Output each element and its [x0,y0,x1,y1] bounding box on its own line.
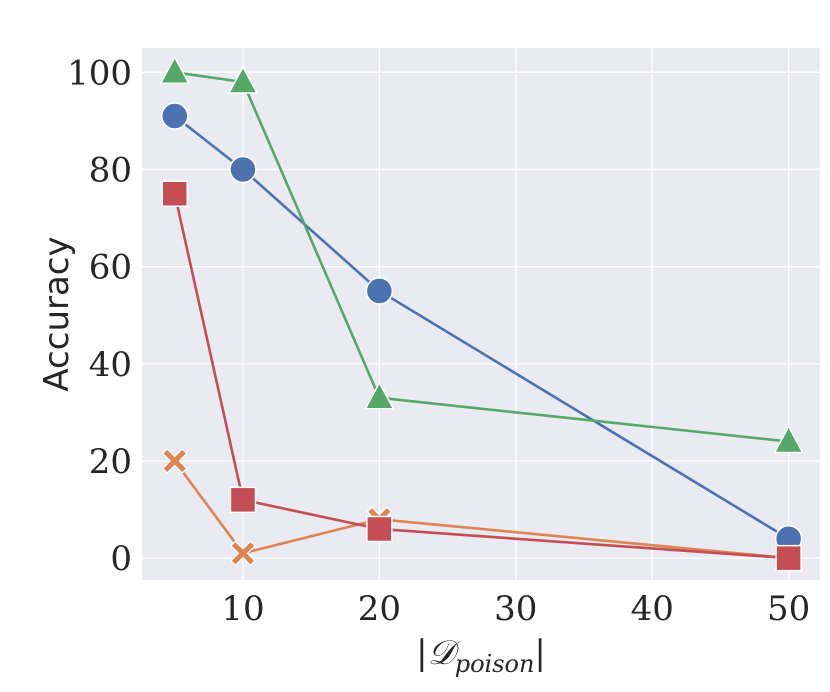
series-line [173,193,789,560]
data-point [161,180,188,208]
series-layer [159,55,804,572]
x-tick-label: 50 [767,589,810,629]
data-point [773,424,804,454]
data-point [161,448,188,474]
x-tick-label: 20 [358,589,401,629]
x-tick-label: 40 [631,589,674,629]
data-point [366,515,393,543]
data-point [159,55,190,85]
y-axis-title: Accuracy [37,236,77,391]
data-point [229,155,257,184]
data-point [230,540,256,567]
x-axis-title-subscript: poison [455,650,535,678]
data-point [160,102,189,130]
x-axis-title-close: | [534,633,545,673]
data-point [365,277,394,305]
tick-labels: 0 20 40 60 80 100 10 20 30 40 50 [67,53,810,629]
y-tick-label: 0 [110,539,132,579]
x-axis-title-main: |𝒟 [416,633,460,673]
data-point [364,381,395,410]
data-point [775,544,802,572]
y-tick-label: 40 [89,345,132,385]
y-tick-label: 80 [89,150,132,190]
y-tick-label: 100 [67,53,132,93]
series-1 [160,102,803,553]
y-tick-label: 60 [89,248,132,288]
series-line [173,114,790,540]
grid [142,48,820,580]
series-line [174,71,789,443]
data-point [229,486,257,514]
x-tick-label: 30 [494,589,537,629]
series-3 [159,55,804,454]
series-line [173,460,789,560]
y-tick-label: 20 [89,442,132,482]
data-point [227,65,259,94]
x-tick-label: 10 [221,589,264,629]
x-axis-title: |𝒟poison| [416,633,546,678]
series-4 [161,180,802,572]
